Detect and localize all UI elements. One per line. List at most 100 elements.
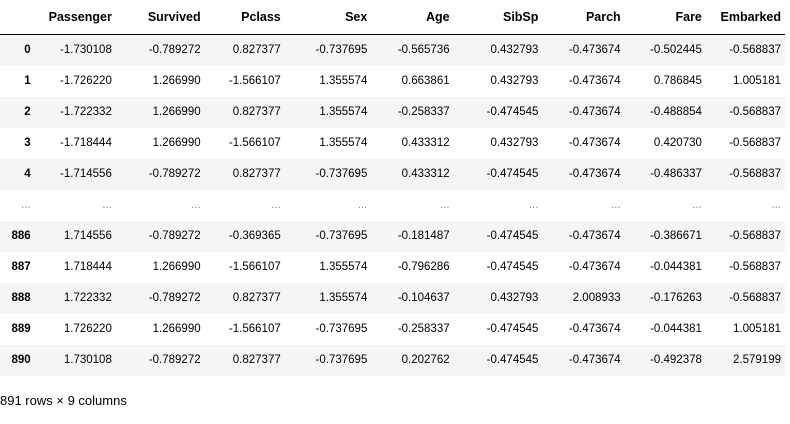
- table-row: 889 1.726220 1.266990 -1.566107 -0.737695 -0.…: [0, 314, 785, 345]
- table-row: 888 1.722332 -0.789272 0.827377 1.355574 -0.1…: [0, 282, 785, 314]
- table-row: 2 -1.722332 1.266990 0.827377 1.355574 -0.258…: [0, 96, 785, 128]
- table-cell: ...: [357, 199, 368, 211]
- table-cell: -0.473674: [568, 168, 621, 180]
- table-cell: ...: [271, 199, 281, 211]
- table-cell: -0.258337: [397, 323, 450, 335]
- table-cell: -1.566107: [228, 75, 281, 87]
- row-index: 1: [24, 75, 31, 87]
- table-cell: -0.789272: [148, 168, 201, 180]
- table-row: 3 -1.718444 1.266990 -1.566107 1.355574 0.433…: [0, 128, 785, 159]
- column-header-sex: Sex: [284, 0, 372, 35]
- table-row: 887 1.718444 1.266990 -1.566107 1.355574 -0.7…: [0, 252, 785, 283]
- table-cell: 1.355574: [319, 75, 368, 87]
- column-header-parch: Parch: [542, 0, 625, 35]
- table-cell: -0.044381: [650, 261, 702, 273]
- table-cell: 0.202762: [401, 354, 450, 366]
- table-cell: 1.718444: [63, 261, 112, 273]
- row-index: 887: [11, 261, 31, 273]
- table-cell: 1.355574: [319, 292, 368, 304]
- table-cell: 2.579199: [733, 354, 781, 366]
- table-cell: -0.473674: [568, 106, 621, 118]
- table-cell: -0.796286: [397, 261, 450, 273]
- table-cell: 1.355574: [319, 261, 368, 273]
- table-cell: -0.568837: [729, 44, 781, 57]
- table-cell: -0.474545: [486, 106, 539, 118]
- table-cell: -0.474545: [486, 230, 539, 242]
- column-header-passenger: Passenger: [34, 0, 116, 35]
- table-cell: -1.730108: [60, 44, 112, 57]
- row-index: 888: [11, 292, 31, 304]
- table-cell: 1.355574: [319, 137, 368, 149]
- table-cell: -0.473674: [568, 354, 621, 366]
- table-cell: ...: [102, 199, 112, 211]
- table-cell: -0.474545: [486, 261, 539, 273]
- table-row-ellipsis: ..............................: [0, 190, 785, 221]
- table-cell: -0.181487: [397, 230, 450, 242]
- table-cell: 1.266990: [152, 106, 201, 118]
- table-cell: -0.568837: [729, 137, 781, 149]
- table-cell: 0.432793: [490, 44, 539, 57]
- table-cell: ...: [771, 199, 781, 211]
- column-header-survived: Survived: [115, 0, 205, 35]
- table-cell: 1.722332: [63, 292, 112, 304]
- index-header: [0, 0, 35, 35]
- table-cell: -0.789272: [148, 292, 201, 304]
- table-cell: 1.355574: [319, 106, 368, 118]
- table-cell: -0.789272: [148, 354, 201, 366]
- table-cell: 1.726220: [63, 323, 112, 335]
- table-cell: 0.827377: [232, 44, 281, 57]
- table-cell: 0.827377: [232, 292, 281, 304]
- table-cell: -0.737695: [315, 168, 368, 180]
- table-cell: -0.176263: [650, 292, 702, 304]
- table-cell: -0.789272: [148, 230, 201, 242]
- table-cell: 0.663861: [401, 75, 450, 87]
- table-cell: -0.737695: [315, 354, 368, 366]
- table-cell: 1.005181: [733, 323, 781, 335]
- table-cell: 0.432793: [490, 137, 539, 149]
- table-cell: -0.473674: [568, 261, 621, 273]
- table-cell: -0.568837: [729, 261, 781, 273]
- table-cell: -0.104637: [397, 292, 450, 304]
- header-row: Passenger Survived Pclass Sex Age SibSp …: [0, 0, 785, 35]
- table-row: 890 1.730108 -0.789272 0.827377 -0.737695 0.2…: [0, 344, 785, 376]
- table-cell: 1.266990: [152, 137, 201, 149]
- row-index: 0: [24, 44, 31, 57]
- table-cell: 0.786845: [653, 75, 702, 87]
- table-cell: -1.566107: [228, 261, 281, 273]
- table-cell: ...: [440, 199, 450, 211]
- table-cell: 1.266990: [152, 323, 201, 335]
- table-cell: -0.473674: [568, 44, 621, 57]
- column-header-pclass: Pclass: [204, 0, 285, 35]
- table-cell: -0.568837: [729, 168, 781, 180]
- table-cell: -0.565736: [397, 44, 450, 57]
- row-index: ...: [21, 199, 31, 211]
- table-cell: 0.433312: [401, 137, 450, 149]
- table-cell: -0.737695: [315, 323, 368, 335]
- table-cell: ...: [191, 199, 201, 211]
- table-cell: -0.474545: [486, 323, 539, 335]
- table-cell: -0.789272: [148, 44, 201, 57]
- row-index: 4: [24, 168, 31, 180]
- column-header-sibsp: SibSp: [453, 0, 543, 35]
- dataframe-shape-text: 891 rows × 9 columns: [0, 393, 127, 408]
- row-index: 2: [24, 106, 31, 118]
- table-cell: -0.258337: [397, 106, 450, 118]
- table-row: 1 -1.726220 1.266990 -1.566107 1.355574 0.663…: [0, 66, 785, 97]
- table-cell: -1.566107: [228, 323, 281, 335]
- table-cell: -1.726220: [60, 75, 112, 87]
- table-cell: -1.566107: [228, 137, 281, 149]
- table-cell: 0.432793: [490, 292, 539, 304]
- table-cell: 0.827377: [232, 354, 281, 366]
- table-cell: 1.266990: [152, 75, 201, 87]
- table-cell: -0.488854: [650, 106, 702, 118]
- table-cell: 1.730108: [63, 354, 112, 366]
- table-cell: -0.473674: [568, 323, 621, 335]
- column-header-embarked: Embarked: [705, 0, 785, 35]
- table-cell: -1.722332: [60, 106, 112, 118]
- table-cell: -0.737695: [315, 230, 368, 242]
- table-cell: -0.474545: [486, 354, 539, 366]
- table-cell: ...: [528, 199, 539, 211]
- table-cell: ...: [692, 199, 702, 211]
- table-cell: -0.369365: [228, 230, 281, 242]
- table-cell: -0.492378: [650, 354, 702, 366]
